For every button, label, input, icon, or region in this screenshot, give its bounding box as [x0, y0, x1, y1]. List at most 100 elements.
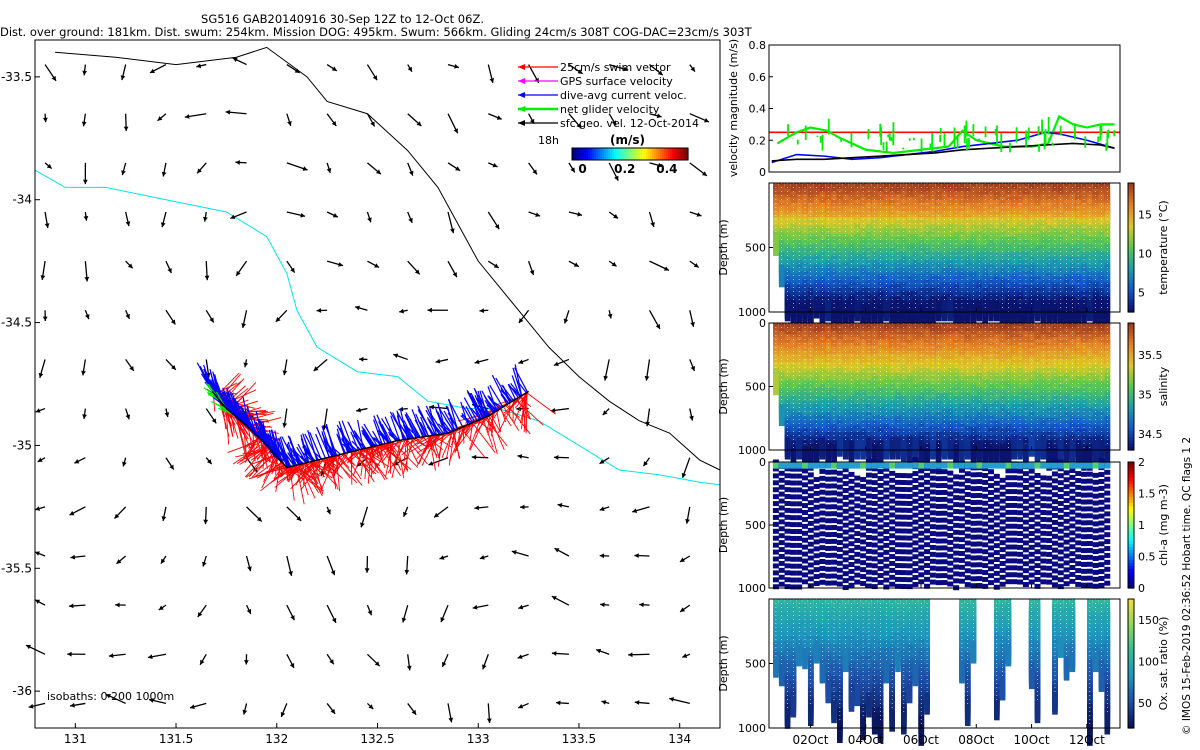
profile-sample [877, 302, 884, 325]
map-y-tick-label: -35 [12, 438, 32, 452]
current-arrowhead [455, 166, 461, 171]
current-arrowhead [171, 364, 176, 370]
current-arrowhead [170, 319, 176, 325]
current-arrowhead [493, 263, 499, 268]
current-arrowhead [570, 167, 575, 173]
profile-sample [854, 299, 861, 322]
current-arrowhead [149, 68, 155, 73]
current-arrowhead [573, 262, 579, 267]
colorbar-tick-label: 10 [1138, 247, 1152, 260]
current-arrowhead [38, 372, 44, 378]
colorbar-unit: (m/s) [610, 133, 645, 147]
current-arrowhead [330, 570, 336, 576]
profile-sample [773, 234, 779, 257]
current-arrowhead [657, 162, 663, 168]
figure-title: SG516 GAB20140916 30-Sep 12Z to 12-Oct 0… [201, 12, 484, 26]
legend-label: 25cm/s swim vector [560, 61, 671, 74]
velocity-y-tick-label: 0.8 [749, 39, 767, 52]
current-arrowhead [189, 704, 195, 710]
current-arrowhead [256, 516, 262, 522]
profile-sample [778, 265, 785, 288]
legend-label: sfc geo. vel. 12-Oct-2014 [560, 117, 699, 130]
current-arrowhead [42, 117, 48, 123]
map-y-tick-label: -36 [12, 684, 32, 698]
current-arrowhead [411, 709, 417, 715]
current-arrowhead [704, 118, 709, 123]
current-arrowhead [161, 171, 167, 177]
current-arrowhead [429, 404, 434, 410]
current-arrowhead [401, 617, 407, 623]
current-arrowhead [70, 554, 76, 560]
current-arrowhead [474, 359, 480, 365]
current-arrowhead [359, 356, 364, 362]
current-arrowhead [486, 718, 492, 724]
profile-sample [848, 440, 855, 463]
current-arrowhead [67, 651, 72, 657]
current-arrowhead [26, 644, 32, 650]
profile-sample [1011, 302, 1018, 325]
current-arrowhead [290, 615, 295, 621]
current-arrowhead [603, 375, 609, 381]
current-arrowhead [553, 455, 559, 460]
current-arrowhead [242, 709, 248, 715]
profile-sample [883, 299, 890, 322]
legend-arrowhead [518, 106, 525, 112]
current-arrowhead [404, 569, 410, 575]
current-arrowhead [275, 317, 281, 322]
profile-sample [784, 437, 791, 460]
current-arrowhead [639, 602, 644, 608]
current-arrowhead [623, 66, 629, 72]
colorbar-tick-label: 15 [1138, 208, 1152, 221]
current-arrowhead [360, 522, 365, 528]
profile-sample [935, 299, 942, 322]
current-arrowhead [657, 70, 663, 76]
current-arrowhead [613, 213, 619, 219]
current-arrowhead [364, 568, 370, 573]
profile-sample [837, 302, 843, 325]
current-arrowhead [69, 603, 74, 609]
current-arrowhead [532, 169, 537, 175]
current-arrowhead [46, 163, 52, 169]
profile-sample [848, 302, 855, 325]
current-arrowhead [85, 314, 90, 320]
current-arrowhead [690, 366, 696, 372]
profile-sample [918, 302, 925, 325]
current-arrowhead [448, 717, 454, 723]
profile-sample [994, 299, 1000, 322]
legend-arrowhead [518, 78, 525, 84]
current-arrowhead [518, 318, 524, 323]
current-arrowhead [331, 121, 337, 126]
profile-sample [1081, 302, 1087, 325]
current-arrowhead [84, 276, 90, 282]
current-arrowhead [83, 216, 89, 221]
isobath-200m [34, 169, 721, 486]
velocity-frame [768, 44, 1121, 173]
current-arrowhead [280, 711, 286, 717]
current-arrowhead [121, 170, 126, 176]
map-x-tick-label: 132 [265, 732, 288, 746]
map-x-tick-label: 132.5 [360, 732, 394, 746]
swim-vector [526, 392, 556, 415]
current-arrowhead [34, 551, 40, 556]
map-y-tick-label: -33.5 [1, 70, 32, 84]
current-arrowhead [122, 461, 127, 467]
current-arrowhead [599, 553, 605, 559]
current-arrowhead [517, 454, 523, 459]
current-arrowhead [82, 70, 88, 76]
current-arrowhead [599, 459, 605, 464]
current-arrowhead [602, 410, 608, 416]
current-arrowhead [206, 459, 212, 465]
current-arrowhead [520, 504, 525, 510]
current-arrowhead [243, 660, 249, 665]
current-arrowhead [399, 308, 405, 314]
current-arrowhead [105, 694, 111, 699]
current-arrowhead [300, 212, 306, 218]
current-arrowhead [370, 121, 375, 127]
current-arrowhead [690, 66, 695, 72]
current-arrowhead [157, 116, 163, 121]
current-arrowhead [129, 365, 134, 371]
current-arrowhead [452, 272, 457, 278]
current-arrowhead [439, 555, 445, 560]
